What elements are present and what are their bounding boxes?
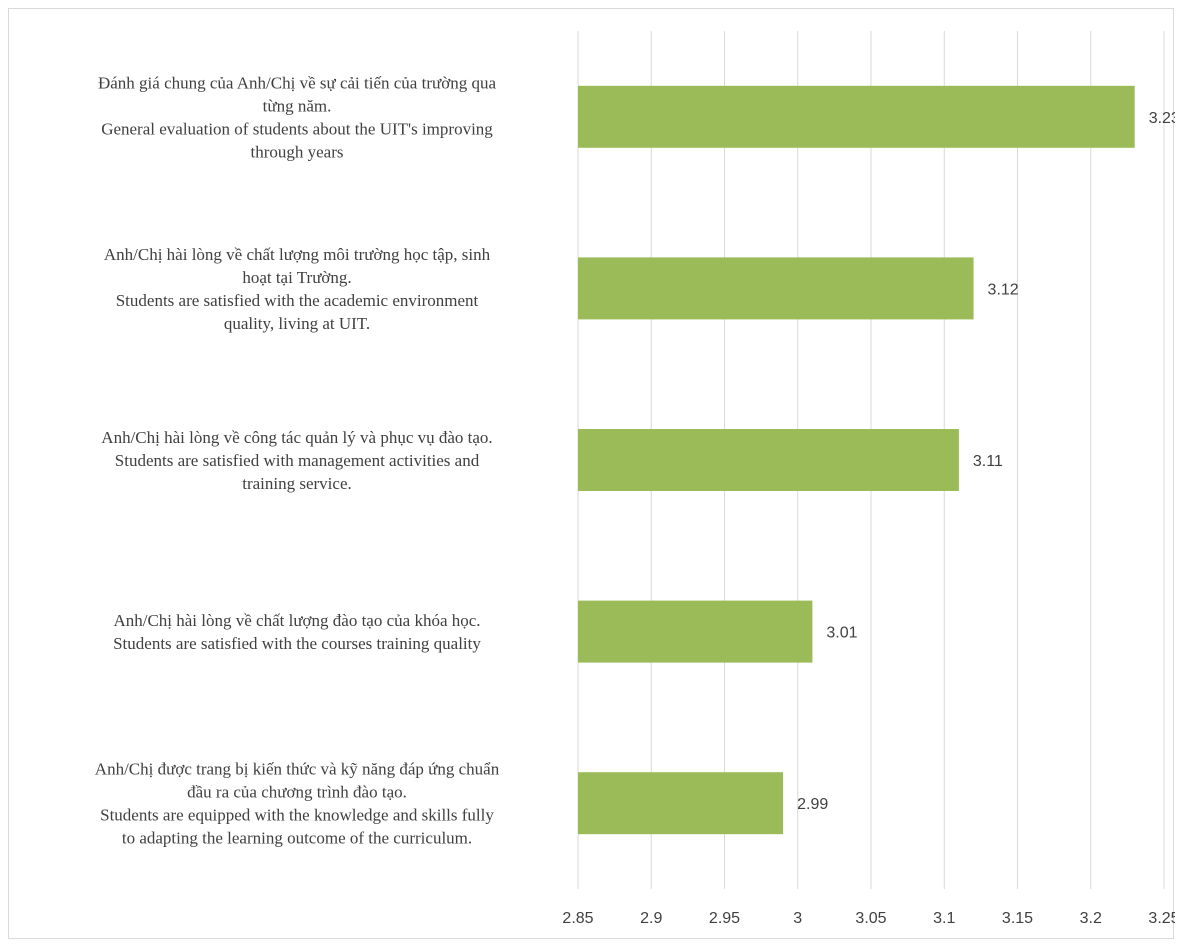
category-label-line: Anh/Chị hài lòng về chất lượng đào tạo c… — [113, 611, 480, 630]
category-label-line: Anh/Chị hài lòng về chất lượng môi trườn… — [104, 245, 491, 264]
category-label-line: từng năm. — [263, 96, 332, 115]
bar-chart: Đánh giá chung của Anh/Chị về sự cải tiế… — [95, 31, 1175, 927]
category-label-line: Students are satisfied with management a… — [115, 451, 480, 470]
x-tick-label: 3.25 — [1148, 910, 1175, 927]
category-label-line: hoạt tại Trường. — [242, 268, 351, 287]
bar — [578, 85, 1135, 148]
category-label-line: Students are satisfied with the academic… — [116, 291, 479, 310]
category-label-line: through years — [250, 142, 343, 161]
category-label: Anh/Chị hài lòng về chất lượng đào tạo c… — [113, 611, 481, 653]
data-label: 3.01 — [826, 625, 857, 642]
data-label: 2.99 — [797, 796, 828, 813]
category-label: Đánh giá chung của Anh/Chị về sự cải tiế… — [98, 73, 496, 161]
category-label: Anh/Chị hài lòng về công tác quản lý và … — [101, 428, 492, 493]
chart-frame: Đánh giá chung của Anh/Chị về sự cải tiế… — [8, 8, 1175, 939]
category-label-line: training service. — [242, 474, 352, 493]
data-label: 3.12 — [988, 281, 1019, 298]
bar — [578, 257, 974, 320]
category-label-line: Students are satisfied with the courses … — [113, 634, 481, 653]
category-label-line: đầu ra của chương trình đào tạo. — [187, 783, 407, 802]
data-label: 3.11 — [973, 453, 1003, 470]
category-label-line: Anh/Chị hài lòng về công tác quản lý và … — [101, 428, 492, 447]
x-tick-label: 3.2 — [1080, 910, 1102, 927]
x-axis-tick-labels: 2.85 2.9 2.95 3 3.05 3.1 3.15 3.2 3.25 — [562, 910, 1175, 927]
category-label-line: Anh/Chị được trang bị kiến thức và kỹ nă… — [95, 760, 500, 779]
bar — [578, 772, 784, 835]
category-label-line: Đánh giá chung của Anh/Chị về sự cải tiế… — [98, 73, 496, 92]
category-label-line: General evaluation of students about the… — [101, 119, 493, 138]
x-tick-label: 2.95 — [709, 910, 740, 927]
data-label: 3.23 — [1149, 110, 1175, 127]
x-tick-label: 2.85 — [562, 910, 593, 927]
category-label: Anh/Chị được trang bị kiến thức và kỹ nă… — [95, 760, 500, 848]
category-label-line: Students are equipped with the knowledge… — [100, 806, 494, 825]
category-label-line: quality, living at UIT. — [224, 314, 370, 333]
bars — [578, 85, 1135, 835]
x-tick-label: 3.1 — [933, 910, 955, 927]
data-labels: 3.23 3.12 3.11 3.01 2.99 — [797, 110, 1175, 813]
category-label-line: to adapting the learning outcome of the … — [122, 829, 472, 848]
bar — [578, 600, 813, 663]
bar — [578, 429, 959, 491]
category-label: Anh/Chị hài lòng về chất lượng môi trườn… — [104, 245, 491, 333]
x-tick-label: 2.9 — [640, 910, 662, 927]
x-tick-label: 3 — [793, 910, 802, 927]
category-labels: Đánh giá chung của Anh/Chị về sự cải tiế… — [95, 73, 500, 847]
x-tick-label: 3.05 — [855, 910, 886, 927]
x-tick-label: 3.15 — [1002, 910, 1033, 927]
